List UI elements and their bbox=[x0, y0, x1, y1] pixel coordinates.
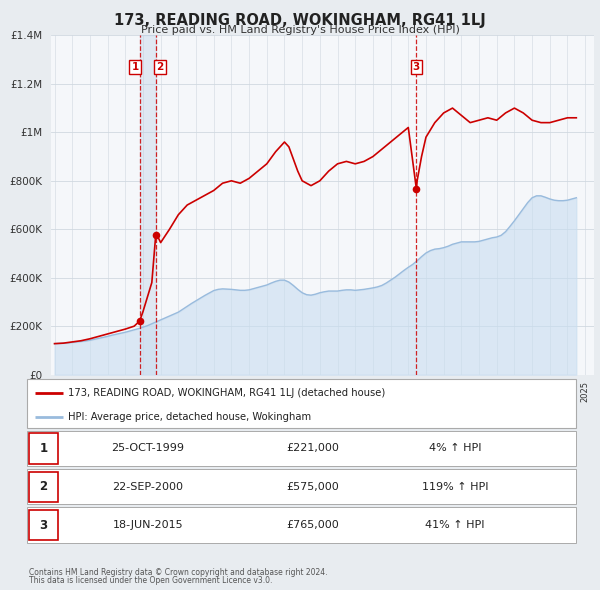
FancyBboxPatch shape bbox=[27, 469, 576, 504]
FancyBboxPatch shape bbox=[29, 510, 58, 540]
Bar bbox=[140, 35, 156, 375]
Text: £221,000: £221,000 bbox=[286, 444, 339, 453]
Text: HPI: Average price, detached house, Wokingham: HPI: Average price, detached house, Woki… bbox=[68, 412, 311, 422]
Text: £575,000: £575,000 bbox=[286, 482, 339, 491]
Text: £765,000: £765,000 bbox=[286, 520, 339, 530]
Text: 3: 3 bbox=[40, 519, 47, 532]
Text: Contains HM Land Registry data © Crown copyright and database right 2024.: Contains HM Land Registry data © Crown c… bbox=[29, 568, 328, 577]
Text: 3: 3 bbox=[413, 62, 420, 72]
Text: Price paid vs. HM Land Registry's House Price Index (HPI): Price paid vs. HM Land Registry's House … bbox=[140, 25, 460, 35]
Text: 2: 2 bbox=[40, 480, 47, 493]
FancyBboxPatch shape bbox=[27, 379, 576, 428]
Text: 22-SEP-2000: 22-SEP-2000 bbox=[112, 482, 183, 491]
Text: 2: 2 bbox=[157, 62, 164, 72]
Text: 1: 1 bbox=[40, 442, 47, 455]
Text: This data is licensed under the Open Government Licence v3.0.: This data is licensed under the Open Gov… bbox=[29, 576, 272, 585]
Text: 18-JUN-2015: 18-JUN-2015 bbox=[112, 520, 183, 530]
Text: 119% ↑ HPI: 119% ↑ HPI bbox=[422, 482, 488, 491]
Text: 173, READING ROAD, WOKINGHAM, RG41 1LJ: 173, READING ROAD, WOKINGHAM, RG41 1LJ bbox=[114, 13, 486, 28]
Text: 25-OCT-1999: 25-OCT-1999 bbox=[111, 444, 184, 453]
Text: 41% ↑ HPI: 41% ↑ HPI bbox=[425, 520, 485, 530]
Text: 173, READING ROAD, WOKINGHAM, RG41 1LJ (detached house): 173, READING ROAD, WOKINGHAM, RG41 1LJ (… bbox=[68, 388, 385, 398]
Text: 1: 1 bbox=[131, 62, 139, 72]
FancyBboxPatch shape bbox=[29, 471, 58, 502]
Text: 4% ↑ HPI: 4% ↑ HPI bbox=[429, 444, 481, 453]
FancyBboxPatch shape bbox=[27, 431, 576, 466]
FancyBboxPatch shape bbox=[29, 433, 58, 464]
FancyBboxPatch shape bbox=[27, 507, 576, 543]
